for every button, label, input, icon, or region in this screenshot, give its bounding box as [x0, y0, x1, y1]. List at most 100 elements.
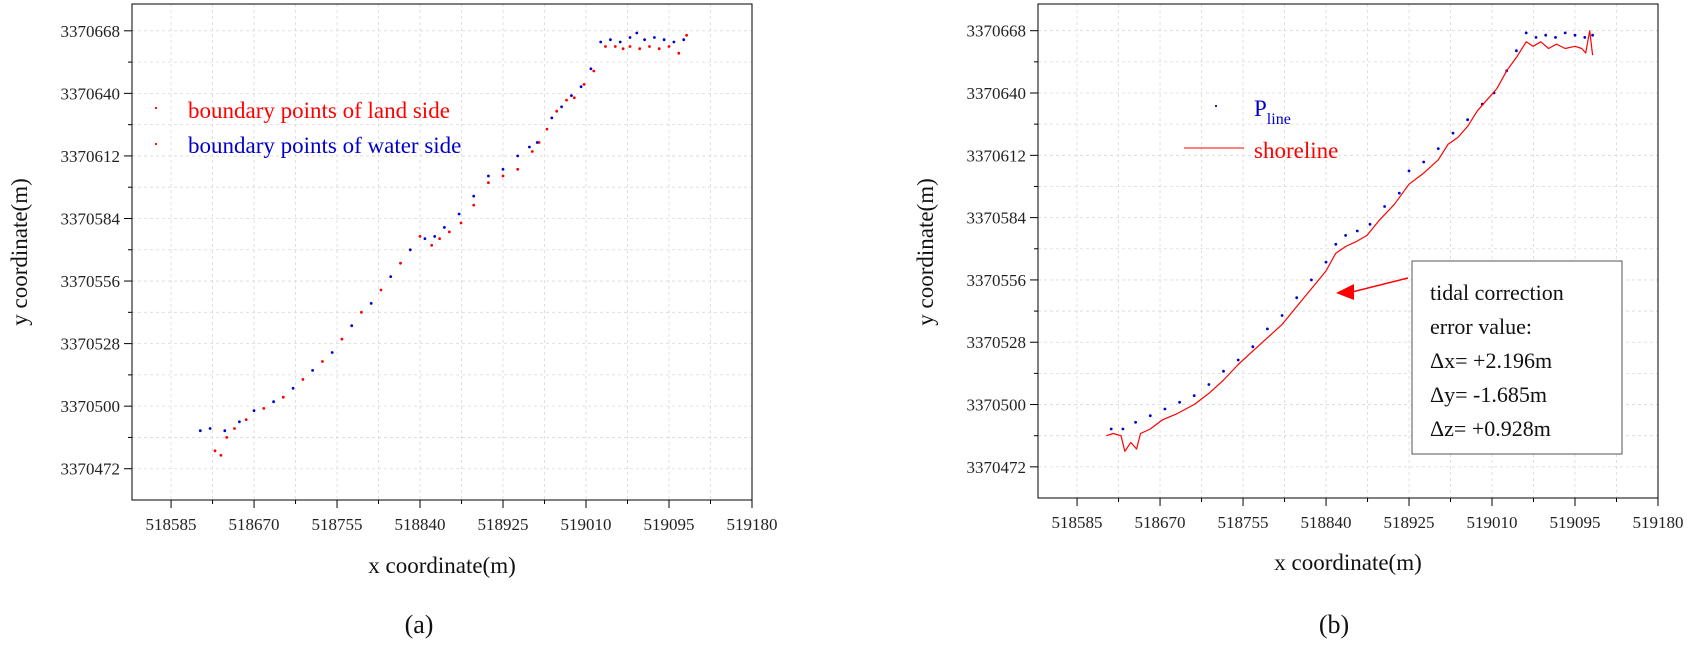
x-tick-label-b-3: 518840 [1301, 513, 1352, 532]
data-point-a-0-12 [399, 261, 402, 265]
x-tick-label-b-0: 518585 [1052, 513, 1103, 532]
data-point-a-1-3 [238, 420, 241, 424]
legend-label-pline: Pline [1254, 96, 1291, 128]
y-tick-label-b-3: 3370556 [967, 271, 1027, 290]
data-point-a-1-9 [350, 324, 354, 328]
data-point-a-1-19 [501, 167, 505, 171]
data-point-a-1-28 [599, 40, 603, 44]
data-point-a-1-36 [672, 40, 676, 44]
data-point-b-0-12 [1280, 314, 1284, 317]
data-point-a-1-20 [516, 154, 520, 158]
data-point-b-0-10 [1251, 345, 1255, 349]
data-point-a-1-26 [579, 85, 583, 89]
y-tick-label-a-3: 3370556 [61, 272, 121, 291]
data-point-b-0-20 [1383, 205, 1386, 208]
data-point-a-1-8 [330, 351, 334, 354]
x-axis-title-a: x coordinate(m) [368, 553, 516, 578]
x-tick-label-b-1: 518670 [1135, 513, 1186, 532]
y-tick-label-b-5: 3370612 [967, 146, 1027, 165]
data-point-a-0-25 [555, 109, 559, 113]
data-point-a-1-11 [389, 275, 393, 278]
y-tick-label-a-7: 3370668 [61, 22, 121, 41]
data-point-a-0-28 [582, 83, 586, 86]
data-point-a-0-4 [244, 418, 248, 421]
data-point-a-0-3 [233, 427, 236, 430]
series-a-0 [213, 33, 688, 457]
annotation-arrow-head [1336, 284, 1354, 300]
x-tick-label-a-0: 518585 [146, 515, 197, 534]
series-a-1 [198, 31, 686, 433]
y-tick-label-b-0: 3370472 [967, 458, 1027, 477]
data-point-b-0-35 [1563, 31, 1567, 35]
data-point-a-1-10 [369, 302, 373, 305]
x-tick-label-b-2: 518755 [1218, 513, 1269, 532]
annotation-arrow-shaft [1351, 277, 1409, 293]
data-point-a-1-27 [589, 67, 593, 71]
data-point-a-1-17 [472, 194, 476, 198]
grid-a [132, 4, 752, 500]
data-point-a-1-32 [635, 31, 639, 35]
data-point-a-1-30 [618, 40, 622, 44]
annotation-b: tidal correction error value: Δx= +2.196… [1336, 260, 1623, 455]
panel-label-a: (a) [405, 610, 434, 639]
data-point-a-1-29 [609, 38, 612, 42]
data-point-b-0-2 [1134, 420, 1137, 424]
ticks-a: 518585 518670 518755 518840 518925 519010 5190… [61, 22, 778, 534]
annotation-line-2: error value: [1430, 314, 1532, 339]
data-point-a-1-2 [223, 429, 227, 433]
y-axis-title-b: y coordinate(m) [913, 178, 938, 326]
data-point-a-1-25 [570, 94, 573, 97]
data-point-b-0-31 [1524, 31, 1528, 35]
data-point-b-0-33 [1544, 33, 1548, 37]
data-point-b-0-9 [1236, 358, 1240, 362]
legend-item-land-side: boundary points of land side [154, 98, 450, 123]
data-point-b-0-34 [1554, 36, 1557, 39]
legend-a: boundary points of land side boundary po… [154, 98, 461, 158]
annotation-line-3: Δx= +2.196m [1430, 348, 1552, 373]
data-point-b-0-32 [1534, 36, 1538, 39]
panel-label-b: (b) [1319, 610, 1349, 639]
data-point-a-1-0 [198, 429, 202, 433]
data-point-a-1-35 [662, 38, 666, 42]
data-point-b-0-16 [1334, 242, 1338, 246]
data-point-a-0-20 [501, 174, 505, 178]
data-point-b-0-25 [1451, 131, 1455, 135]
data-point-b-0-18 [1355, 229, 1359, 233]
data-point-b-0-3 [1148, 414, 1152, 418]
annotation-line-4: Δy= -1.685m [1430, 382, 1547, 407]
y-tick-label-b-4: 3370584 [967, 209, 1027, 228]
y-tick-label-a-5: 3370612 [61, 147, 121, 166]
data-point-a-0-2 [225, 436, 229, 439]
y-axis-title-a: y coordinate(m) [7, 178, 32, 326]
data-point-a-0-31 [613, 45, 617, 48]
data-point-a-0-19 [487, 181, 490, 185]
data-point-b-0-6 [1192, 394, 1196, 397]
legend-marker-pline [1214, 104, 1218, 108]
data-point-a-1-18 [487, 174, 490, 178]
data-point-a-0-34 [638, 47, 642, 51]
data-point-b-0-22 [1407, 169, 1411, 173]
x-tick-label-b-4: 518925 [1384, 513, 1435, 532]
data-point-a-0-11 [379, 288, 383, 292]
data-point-b-0-11 [1266, 327, 1269, 331]
y-tick-label-b-6: 3370640 [967, 84, 1027, 103]
data-point-a-1-5 [272, 400, 275, 404]
y-tick-label-a-0: 3370472 [61, 460, 121, 479]
data-point-b-0-8 [1222, 369, 1225, 373]
legend-b: Pline shoreline [1184, 96, 1338, 163]
chart-panel-a: 518585 518670 518755 518840 518925 519010 5190… [7, 3, 778, 639]
data-point-a-0-21 [516, 167, 520, 171]
data-point-a-1-13 [423, 237, 427, 241]
y-tick-label-a-6: 3370640 [61, 84, 121, 103]
data-point-a-1-23 [550, 116, 554, 120]
legend-item-shoreline: shoreline [1184, 138, 1338, 163]
data-point-a-1-31 [628, 36, 632, 39]
data-point-a-1-12 [408, 248, 412, 252]
data-point-b-0-1 [1121, 427, 1125, 431]
data-point-a-0-16 [447, 230, 451, 234]
data-point-a-1-15 [443, 226, 446, 229]
data-point-a-0-26 [565, 98, 568, 102]
data-point-b-0-17 [1344, 234, 1347, 237]
ticks-b: 518585 518670 518755 518840 518925 519010 5190… [967, 22, 1684, 532]
